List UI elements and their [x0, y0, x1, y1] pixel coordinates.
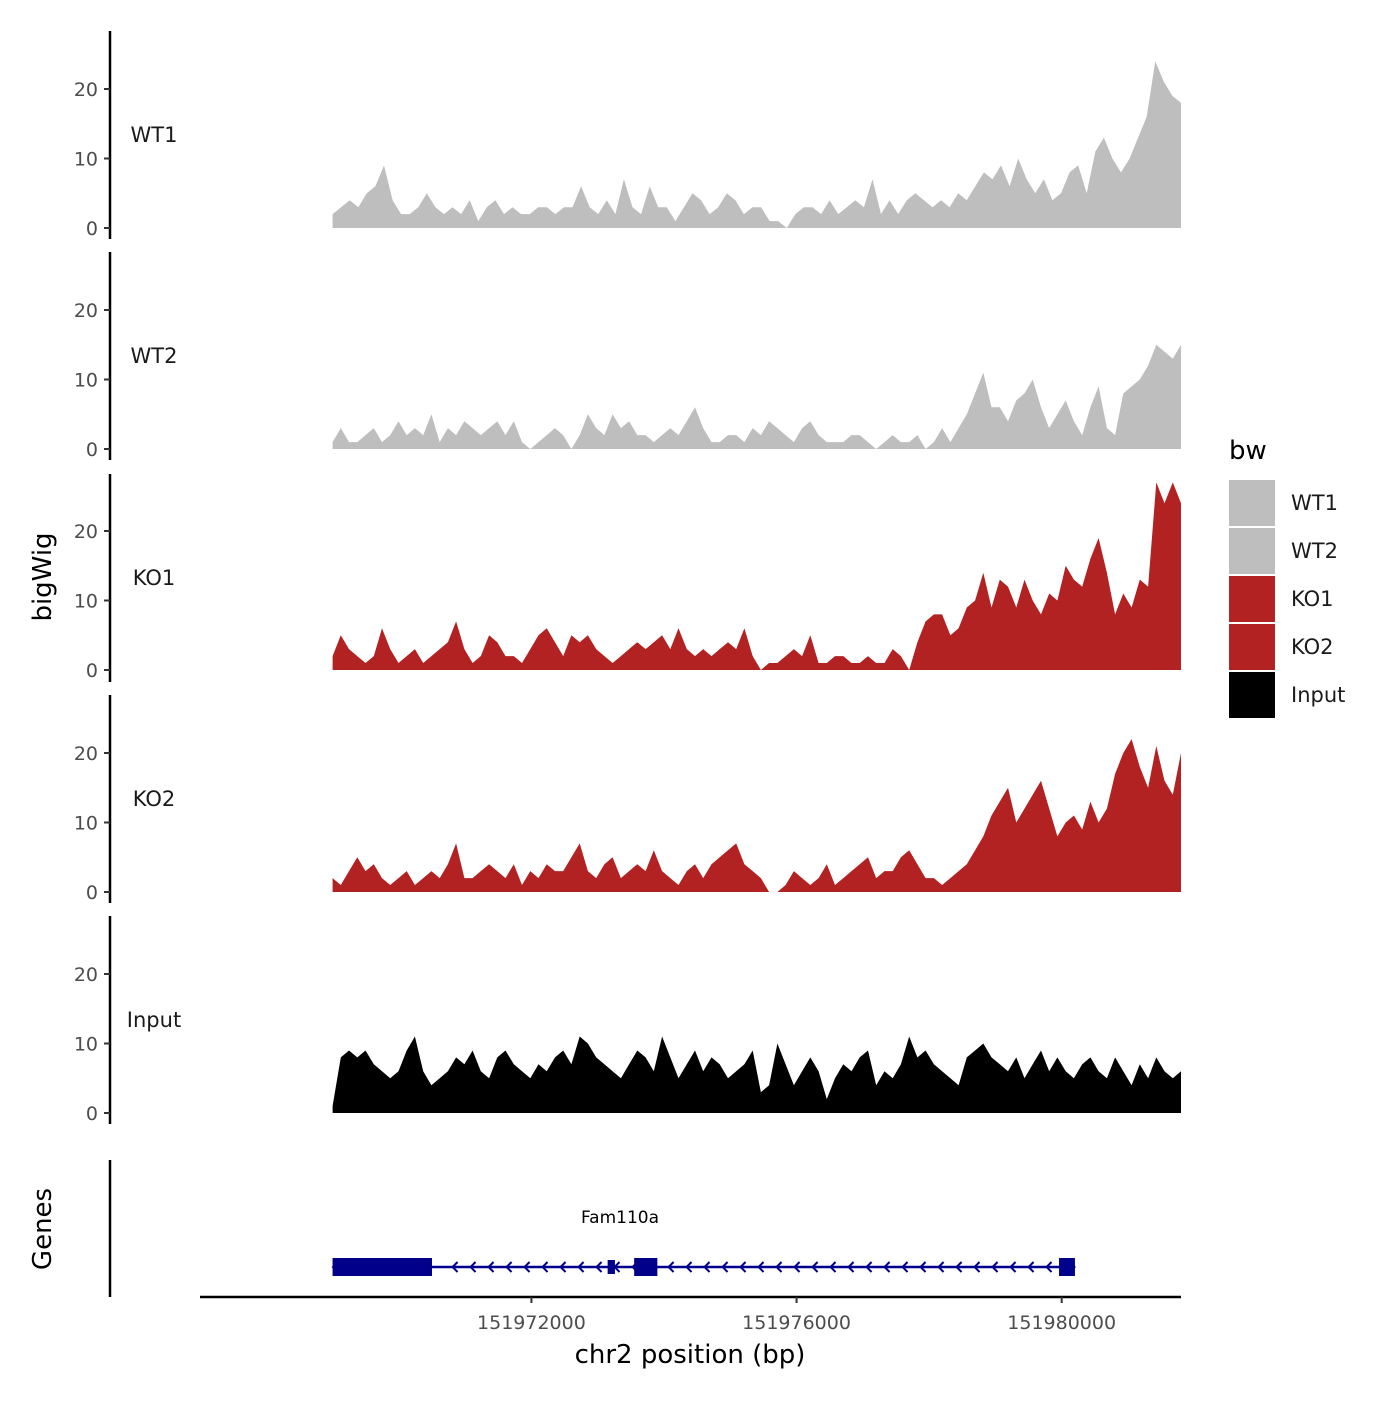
track-wt1: 0 10 20 WT1 — [74, 31, 1182, 240]
y-axis-title: bigWig — [28, 532, 58, 621]
track-label: KO2 — [133, 787, 176, 811]
y-tick-label: 10 — [74, 591, 98, 613]
legend-key-wt1 — [1229, 480, 1275, 526]
gene-end-cap — [1069, 1261, 1076, 1273]
y-tick-label: 0 — [86, 218, 98, 240]
y-tick-label: 10 — [74, 813, 98, 835]
x-axis: 151972000 151976000 151980000 — [200, 1295, 1181, 1334]
area-input — [332, 1036, 1182, 1113]
strand-arrow — [847, 1261, 855, 1273]
track-label: KO1 — [133, 566, 176, 590]
gene-exon — [634, 1258, 658, 1276]
y-tick-label: 20 — [74, 964, 98, 986]
area-ko1 — [332, 482, 1182, 670]
x-axis-title: chr2 position (bp) — [575, 1340, 806, 1370]
strand-arrow — [577, 1261, 585, 1273]
strand-arrow — [595, 1261, 603, 1273]
legend-label-ko2: KO2 — [1291, 635, 1334, 659]
strand-arrow — [829, 1261, 837, 1273]
strand-arrow — [1045, 1261, 1053, 1273]
area-wt2 — [332, 344, 1182, 449]
legend-label-input: Input — [1291, 683, 1345, 707]
track-input: 0 10 20 Input — [74, 916, 1182, 1125]
gene-track — [108, 1160, 1076, 1297]
x-tick-label: 151980000 — [1007, 1312, 1116, 1334]
strand-arrow — [667, 1261, 675, 1273]
strand-arrow — [793, 1261, 801, 1273]
strand-arrow — [865, 1261, 873, 1273]
legend: bw WT1 WT2 KO1 KO2 Input — [1229, 436, 1345, 718]
track-wt2: 0 10 20 WT2 — [74, 252, 1182, 461]
track-ko2: 0 10 20 KO2 — [74, 695, 1182, 904]
gene-end-cap — [331, 1261, 338, 1273]
strand-arrow — [937, 1261, 945, 1273]
strand-arrow — [811, 1261, 819, 1273]
y-tick-label: 10 — [74, 1034, 98, 1056]
y-tick-label: 0 — [86, 660, 98, 682]
legend-key-wt2 — [1229, 528, 1275, 574]
y-tick-label: 10 — [74, 370, 98, 392]
strand-arrow — [541, 1261, 549, 1273]
gene-label: Fam110a — [581, 1208, 659, 1228]
strand-arrow — [901, 1261, 909, 1273]
track-label: WT1 — [131, 123, 178, 147]
legend-label-wt1: WT1 — [1291, 491, 1338, 515]
strand-arrow — [559, 1261, 567, 1273]
legend-title: bw — [1229, 436, 1267, 466]
legend-key-input — [1229, 672, 1275, 718]
strand-arrow — [703, 1261, 711, 1273]
strand-arrow — [1009, 1261, 1017, 1273]
strand-arrow — [1027, 1261, 1035, 1273]
x-tick-label: 151972000 — [477, 1312, 586, 1334]
legend-key-ko2 — [1229, 624, 1275, 670]
strand-arrow — [955, 1261, 963, 1273]
legend-label-wt2: WT2 — [1291, 539, 1338, 563]
gene-exon — [607, 1260, 615, 1274]
y-tick-label: 20 — [74, 743, 98, 765]
y-tick-label: 0 — [86, 1103, 98, 1125]
genes-axis-title: Genes — [28, 1188, 58, 1270]
strand-arrow — [757, 1261, 765, 1273]
strand-arrow — [523, 1261, 531, 1273]
y-tick-label: 0 — [86, 882, 98, 904]
y-tick-label: 0 — [86, 439, 98, 461]
strand-arrow — [487, 1261, 495, 1273]
x-tick-label: 151976000 — [742, 1312, 851, 1334]
tracks-layer: 0 10 20 WT1 0 10 20 WT2 0 10 20 KO1 0 10 20 KO2 0 10 20 Inp… — [74, 31, 1182, 1125]
track-label: WT2 — [131, 344, 178, 368]
strand-arrow — [685, 1261, 693, 1273]
legend-key-ko1 — [1229, 576, 1275, 622]
strand-arrow — [469, 1261, 477, 1273]
strand-arrow — [991, 1261, 999, 1273]
strand-arrow — [883, 1261, 891, 1273]
y-tick-label: 20 — [74, 521, 98, 543]
area-ko2 — [332, 739, 1182, 892]
track-label: Input — [127, 1008, 181, 1032]
strand-arrow — [973, 1261, 981, 1273]
strand-arrow — [739, 1261, 747, 1273]
strand-arrow — [919, 1261, 927, 1273]
strand-arrow — [451, 1261, 459, 1273]
strand-arrow — [505, 1261, 513, 1273]
area-wt1 — [332, 61, 1182, 229]
legend-label-ko1: KO1 — [1291, 587, 1334, 611]
y-tick-label: 20 — [74, 300, 98, 322]
strand-arrow — [775, 1261, 783, 1273]
y-tick-label: 20 — [74, 79, 98, 101]
gene-exon — [332, 1258, 432, 1276]
y-tick-label: 10 — [74, 149, 98, 171]
strand-arrow — [721, 1261, 729, 1273]
track-ko1: 0 10 20 KO1 — [74, 474, 1182, 682]
